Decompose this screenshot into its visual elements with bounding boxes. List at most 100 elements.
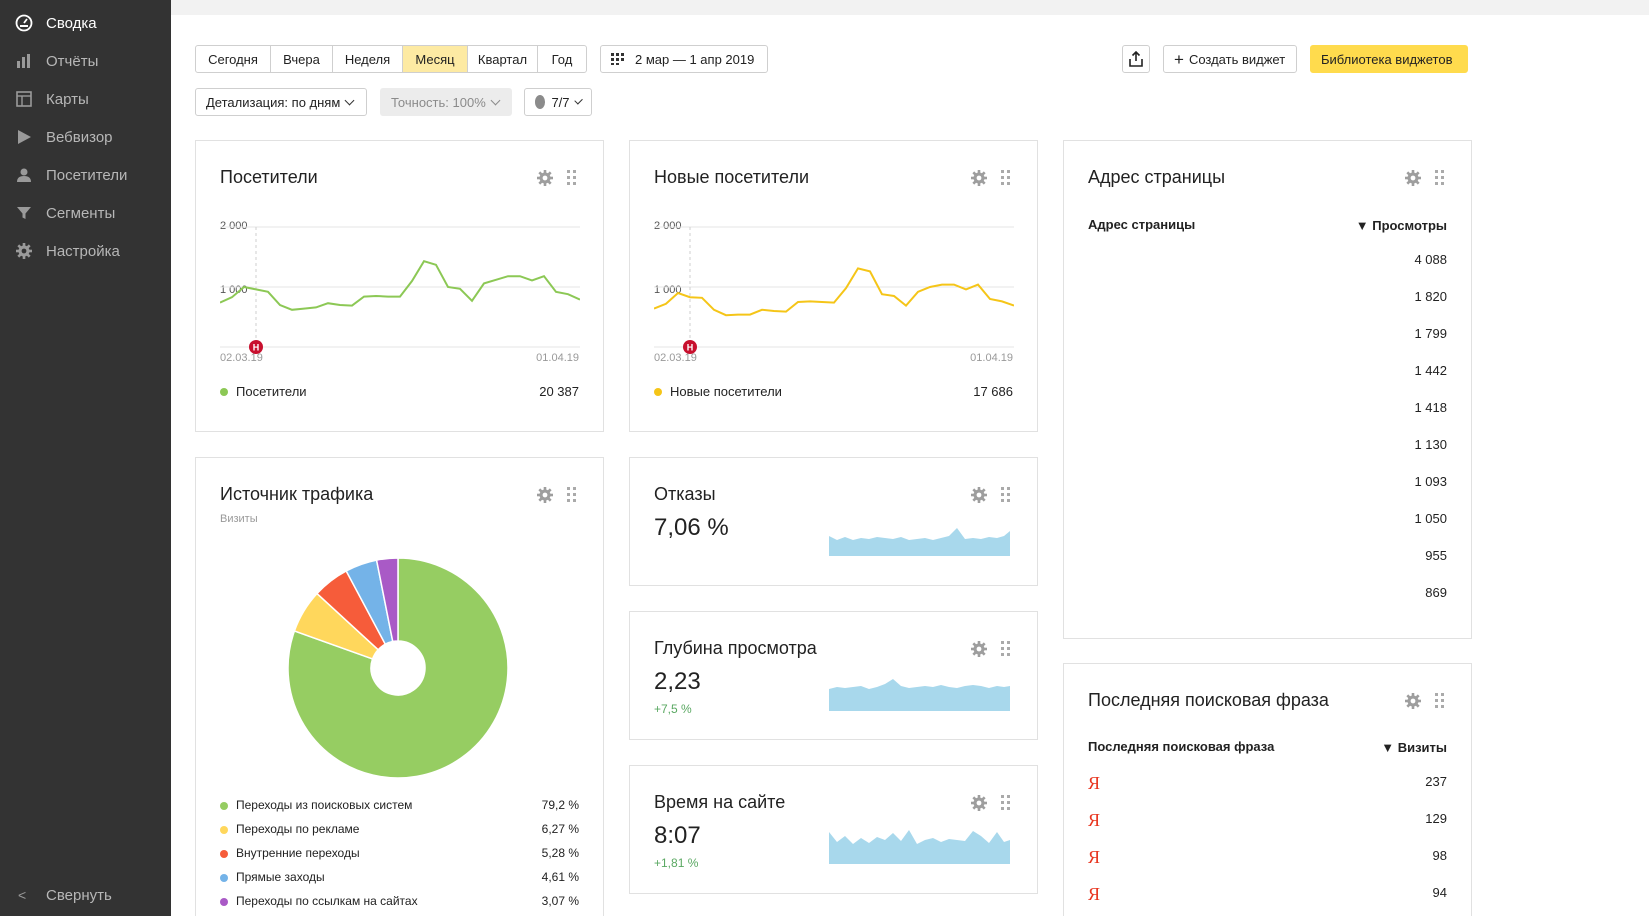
traffic-donut-chart [287,557,509,779]
gear-icon[interactable] [970,640,988,658]
chevron-left-icon: < [18,887,27,903]
bounce-sparkline [829,528,1010,556]
sidebar-item-segments[interactable]: Сегменты [0,193,171,233]
series-line [654,267,1014,317]
period-today[interactable]: Сегодня [196,46,271,72]
column-header-views[interactable]: ▼ Просмотры [1355,218,1447,233]
legend-value: 4,61 % [541,870,579,884]
gear-icon[interactable] [1404,692,1422,710]
sidebar-item-label: Посетители [46,166,128,184]
gear-icon[interactable] [536,486,554,504]
legend-dot [220,850,228,858]
legend-dot [654,388,662,396]
annotation-marker-label: Н [253,343,260,353]
period-year[interactable]: Год [551,51,573,67]
collapse-sidebar-button[interactable]: < Свернуть [0,876,171,916]
x-date-start: 02.03.19 [654,352,697,364]
export-button[interactable] [1122,45,1150,73]
table-row-value: 1 820 [1414,289,1447,304]
legend-dot [220,388,228,396]
column-header-visits[interactable]: ▼ Визиты [1381,740,1447,755]
sidebar-item-settings[interactable]: Настройка [0,231,171,271]
x-date-start: 02.03.19 [220,352,263,364]
gear-icon[interactable] [970,794,988,812]
legend-label[interactable]: Переходы по ссылкам на сайтах [236,894,418,908]
legend-dot [220,898,228,906]
metric-delta: +1,81 % [654,856,699,870]
legend-label[interactable]: Переходы по рекламе [236,822,360,836]
legend-label[interactable]: Внутренние переходы [236,846,360,860]
date-range-label: 2 мар — 1 апр 2019 [635,51,755,67]
widget-title: Адрес страницы [1088,167,1226,187]
gear-icon[interactable] [970,486,988,504]
sidebar-item-visitors[interactable]: Посетители [0,155,171,195]
drag-handle-icon[interactable] [1001,641,1011,657]
widget-library-button[interactable]: Библиотека виджетов [1310,45,1468,73]
yandex-icon: Я [1088,773,1101,793]
sidebar-item-webvisor[interactable]: Вебвизор [0,117,171,157]
chevron-down-icon [344,95,355,105]
dashboard-icon [14,13,34,33]
filter-icon [14,203,34,223]
period-quarter[interactable]: Квартал [468,46,538,72]
widget-title: Глубина просмотра [654,638,817,658]
gear-icon[interactable] [1404,169,1422,187]
legend-value: 5,28 % [541,846,579,860]
series-line [220,260,580,311]
x-date-end: 01.04.19 [536,352,579,364]
accuracy-dropdown[interactable]: Точность: 100% [380,88,512,116]
page-depth-widget: Глубина просмотра 2,23 +7,5 % [629,611,1038,740]
counter-dropdown[interactable]: 7/7 [524,88,592,116]
new-visitors-widget: Новые посетители 2 000 1 000 Н 02.03.19 … [629,140,1038,432]
chevron-down-icon [573,95,583,105]
period-week[interactable]: Неделя [333,46,403,72]
create-widget-button[interactable]: + Создать виджет [1163,45,1297,73]
table-row-value: 1 799 [1414,326,1447,341]
play-icon [14,127,34,147]
traffic-sources-widget: Источник трафика Визиты Переходы из поис… [195,457,604,916]
period-month[interactable]: Месяц [403,46,468,72]
widget-title: Последняя поисковая фраза [1088,690,1329,710]
widget-title: Источник трафика [220,484,374,504]
legend-label[interactable]: Переходы из поисковых систем [236,798,413,812]
table-row-value: 1 130 [1414,437,1447,452]
widget-library-label: Библиотека виджетов [1321,51,1453,67]
table-row-value: 98 [1432,848,1447,863]
legend-label[interactable]: Прямые заходы [236,870,325,884]
search-phrase-widget: Последняя поисковая фраза Последняя поис… [1063,663,1472,916]
widget-subtitle: Визиты [220,513,258,525]
sidebar-item-label: Карты [46,90,89,108]
metric-value: 8:07 [654,822,701,849]
date-range-button[interactable]: 2 мар — 1 апр 2019 [600,45,768,73]
metric-value: 7,06 % [654,514,729,541]
legend-total: 17 686 [973,384,1013,399]
drag-handle-icon[interactable] [1001,170,1011,186]
sidebar-item-label: Отчёты [46,52,99,70]
drag-handle-icon[interactable] [567,170,577,186]
detail-label: Детализация: по дням [206,94,341,110]
gear-icon[interactable] [536,169,554,187]
drag-handle-icon[interactable] [567,487,577,503]
sidebar-item-reports[interactable]: Отчёты [0,41,171,81]
map-icon [14,89,34,109]
sidebar-item-summary[interactable]: Сводка [0,3,171,43]
metric-delta: +7,5 % [654,702,692,716]
drag-handle-icon[interactable] [1001,795,1011,811]
drag-handle-icon[interactable] [1435,693,1445,709]
top-strip [171,0,1649,15]
drag-handle-icon[interactable] [1001,487,1011,503]
table-row-value: 237 [1425,774,1447,789]
period-yesterday[interactable]: Вчера [271,46,333,72]
detail-dropdown[interactable]: Детализация: по дням [195,88,367,116]
share-icon [1129,51,1143,67]
widget-title: Новые посетители [654,167,810,187]
plus-icon: + [1174,49,1184,69]
table-row-value: 1 050 [1414,511,1447,526]
sidebar-item-label: Вебвизор [46,128,113,146]
new-visitors-line-chart: Н [654,226,1014,354]
sidebar-item-maps[interactable]: Карты [0,79,171,119]
yandex-icon: Я [1088,847,1101,867]
drag-handle-icon[interactable] [1435,170,1445,186]
sidebar-item-label: Сводка [46,14,97,32]
gear-icon[interactable] [970,169,988,187]
